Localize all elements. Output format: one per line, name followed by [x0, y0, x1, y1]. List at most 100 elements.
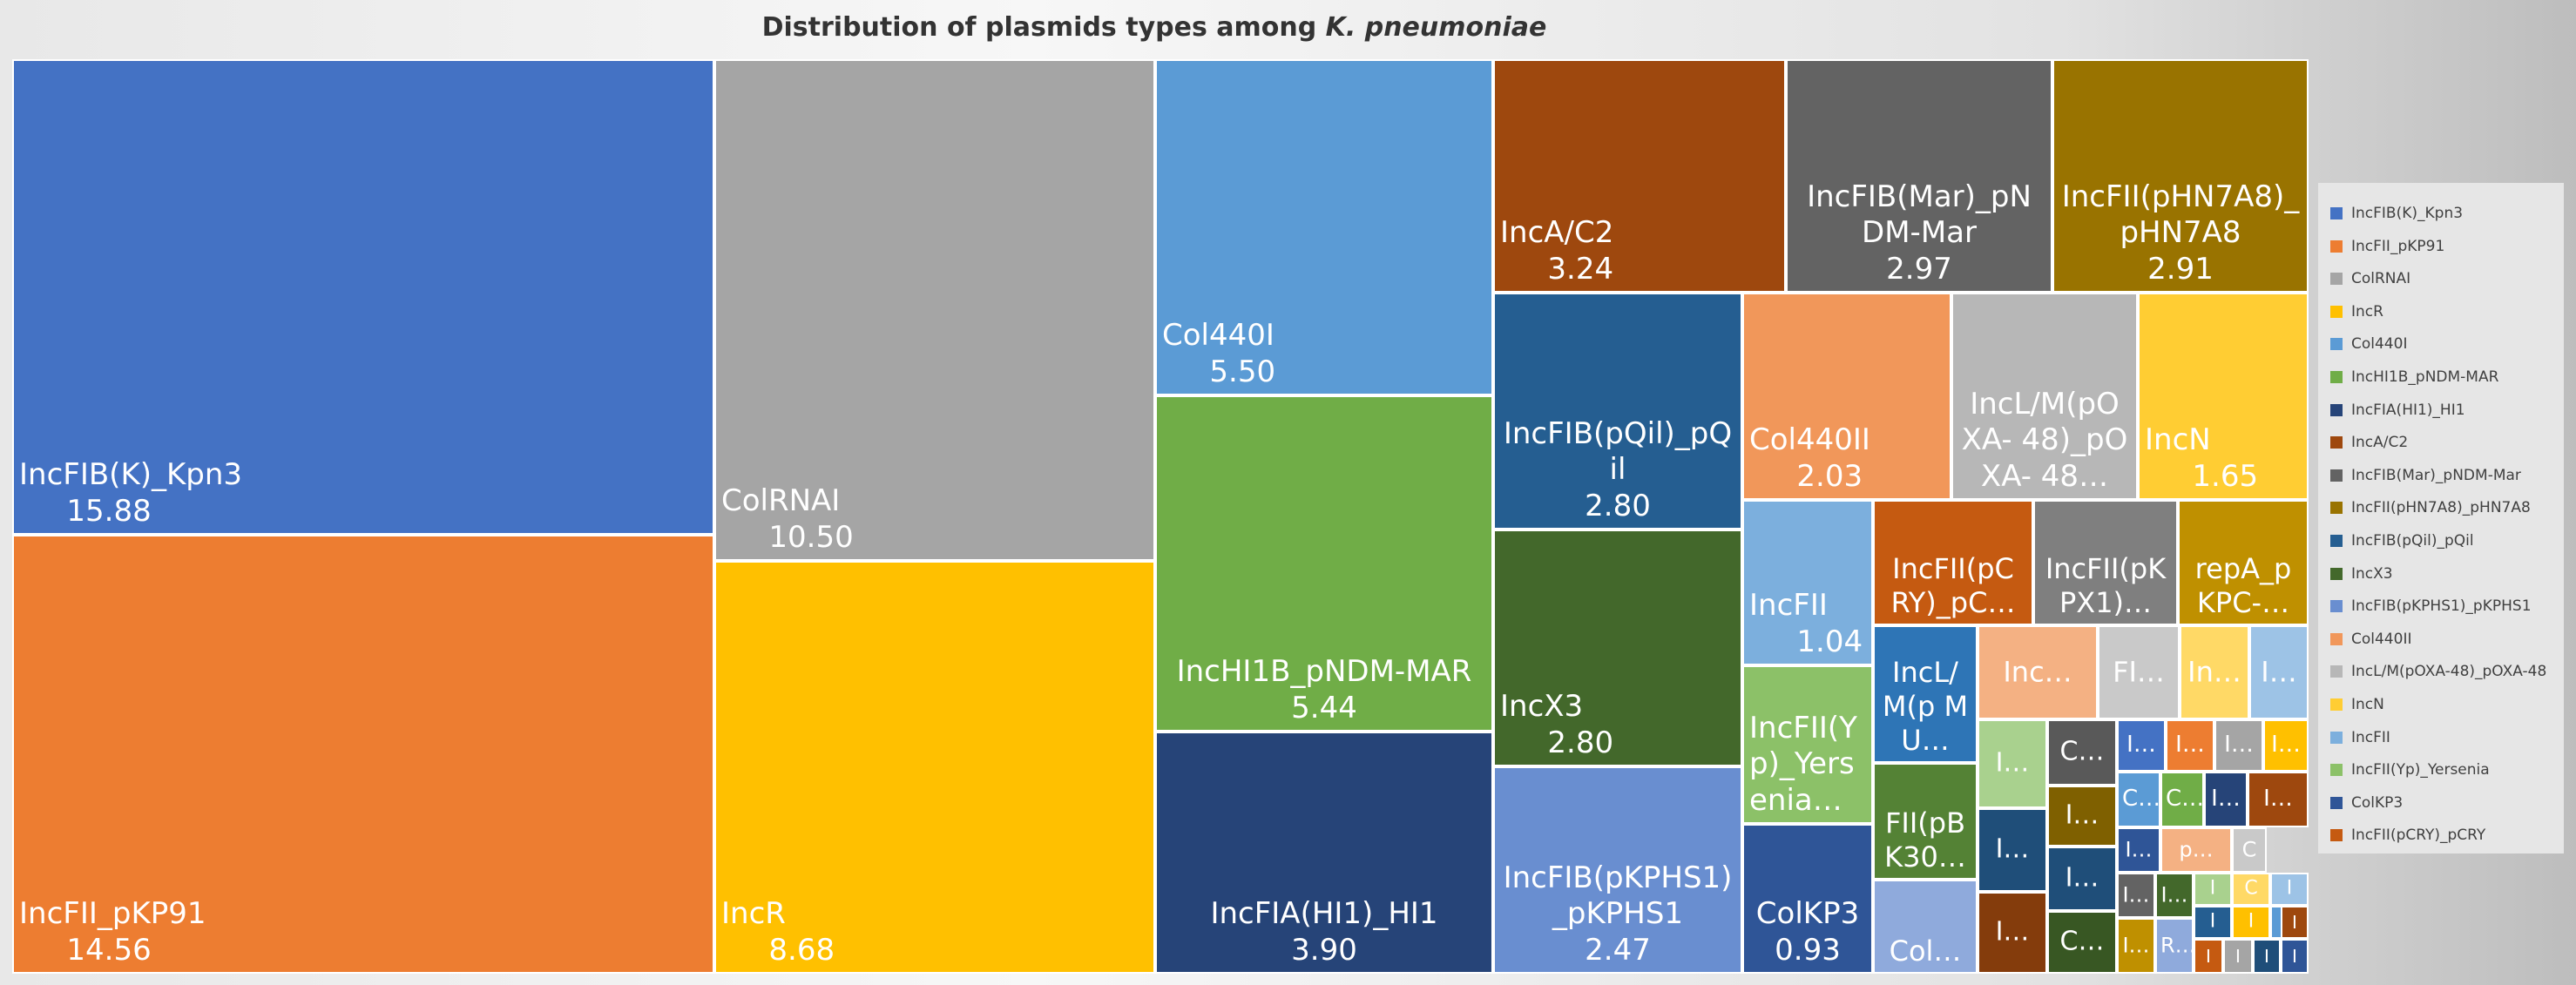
treemap-cell-label: I… — [2052, 800, 2112, 833]
treemap-cell-name: I… — [2126, 732, 2156, 759]
treemap-cell[interactable]: IncFII 1.04 — [1742, 500, 1873, 665]
treemap-cell[interactable]: I — [2223, 939, 2253, 974]
treemap-cell-label: I… — [1983, 917, 2042, 949]
treemap-cell[interactable]: I… — [2214, 719, 2263, 772]
treemap-cell[interactable]: I — [2281, 906, 2309, 939]
legend-entry: IncFIB(Mar)_pNDM-Mar — [2330, 462, 2521, 489]
treemap-cell[interactable]: I… — [2117, 918, 2155, 974]
treemap-cell[interactable]: I… — [2249, 625, 2309, 719]
treemap-cell-name: ColRNAI — [721, 483, 841, 519]
treemap-cell-name: IncFII_pKP91 — [19, 896, 206, 932]
treemap-cell[interactable]: IncHI1B_pNDM-MAR 5.44 — [1155, 395, 1493, 732]
treemap-cell[interactable]: IncX3 2.80 — [1493, 530, 1742, 766]
treemap-cell[interactable]: IncL/M(pO XA- 48)_pOXA- 48… — [1951, 293, 2138, 500]
treemap-cell-label: I… — [2171, 732, 2209, 759]
legend-label: IncL/M(pOXA-48)_pOXA-48 — [2351, 663, 2547, 681]
treemap-cell[interactable]: FI… — [2098, 625, 2180, 719]
treemap-cell[interactable]: C… — [2047, 911, 2117, 974]
legend-label: IncX3 — [2351, 564, 2393, 583]
treemap-cell[interactable]: In… — [2180, 625, 2249, 719]
treemap-cell[interactable]: C… — [2117, 772, 2160, 827]
treemap-cell[interactable]: ColRNAI 10.50 — [714, 59, 1155, 561]
treemap-cell[interactable]: I… — [1978, 719, 2047, 808]
treemap-cell[interactable]: I — [2270, 873, 2309, 906]
treemap-cell-label: IncN 1.65 — [2145, 422, 2303, 495]
treemap-cell[interactable]: Col440II 2.03 — [1742, 293, 1951, 500]
treemap-cell[interactable]: I — [2194, 939, 2223, 974]
treemap-cell[interactable]: repA_p KPC-… — [2178, 500, 2309, 625]
treemap-cell[interactable]: R… — [2155, 918, 2194, 974]
treemap-cell[interactable]: IncFII(pHN7A8)_ pHN7A8 2.91 — [2052, 59, 2309, 293]
treemap-cell[interactable]: I… — [2117, 873, 2155, 918]
treemap-cell-name: C… — [2059, 926, 2105, 957]
treemap-cell[interactable]: IncA/C2 3.24 — [1493, 59, 1786, 293]
treemap-cell[interactable]: I… — [1978, 892, 2047, 974]
treemap-cell[interactable]: I… — [2117, 719, 2166, 772]
treemap-cell[interactable]: FII(pB K30… — [1873, 763, 1978, 880]
treemap-cell-name: I… — [2261, 655, 2297, 689]
treemap-cell[interactable]: C… — [2047, 719, 2117, 786]
treemap-cell-name: IncFII(Y p)_Yers enia… — [1749, 710, 1857, 818]
treemap-cell-name: I… — [1995, 916, 2030, 948]
treemap-cell[interactable]: Inc… — [1978, 625, 2098, 719]
legend-entry: IncX3 — [2330, 561, 2393, 587]
legend-entry: IncFIB(pQil)_pQil — [2330, 528, 2474, 554]
treemap-cell[interactable]: p… — [2160, 827, 2232, 873]
treemap-cell-name: C… — [2166, 786, 2204, 813]
treemap-cell[interactable]: Col440I 5.50 — [1155, 59, 1493, 395]
treemap-cell-label: I — [2286, 946, 2303, 967]
treemap-cell[interactable]: IncFIB(K)_Kpn3 15.88 — [12, 59, 714, 535]
treemap-cell[interactable]: I… — [2155, 873, 2194, 918]
treemap-cell[interactable]: I — [2194, 906, 2232, 939]
treemap-cell-name: IncFII — [1749, 588, 1828, 624]
treemap-cell[interactable]: IncFIB(Mar)_pN DM-Mar 2.97 — [1786, 59, 2052, 293]
treemap-cell[interactable]: I — [2253, 939, 2281, 974]
treemap-cell[interactable]: IncN 1.65 — [2138, 293, 2309, 500]
treemap-cell-name: I — [2286, 877, 2293, 900]
treemap-cell-name: I… — [2271, 732, 2301, 759]
legend-entry: IncFIA(HI1)_HI1 — [2330, 397, 2465, 423]
treemap-cell[interactable]: C — [2232, 873, 2270, 906]
treemap-cell-label: IncL/M(pO XA- 48)_pOXA- 48… — [1957, 387, 2133, 495]
treemap-cell[interactable]: IncFIA(HI1)_HI1 3.90 — [1155, 732, 1493, 974]
legend-swatch — [2330, 600, 2343, 613]
treemap-cell[interactable]: ColKP3 0.93 — [1742, 824, 1873, 974]
treemap-cell[interactable]: I… — [2263, 719, 2309, 772]
treemap-cell[interactable]: C — [2232, 827, 2267, 873]
treemap-cell[interactable]: IncFII(pK PX1)… — [2033, 500, 2178, 625]
treemap-cell[interactable]: I… — [2204, 772, 2248, 827]
treemap-cell-value: 3.90 — [1291, 932, 1357, 968]
treemap-cell[interactable]: Col… — [1873, 880, 1978, 974]
treemap-cell-name: I — [2209, 910, 2216, 933]
treemap-cell[interactable]: I… — [2047, 847, 2117, 911]
legend-entry: ColRNAI — [2330, 266, 2410, 292]
treemap-cell[interactable]: I… — [2248, 772, 2309, 827]
treemap-cell[interactable]: IncFII_pKP91 14.56 — [12, 535, 714, 974]
treemap-cell[interactable]: I — [2194, 873, 2232, 906]
treemap-cell[interactable]: I… — [2117, 827, 2160, 873]
treemap-cell-label: IncHI1B_pNDM-MAR 5.44 — [1160, 654, 1488, 726]
treemap-cell[interactable]: I… — [2166, 719, 2214, 772]
treemap-cell-name: In… — [2187, 655, 2241, 689]
legend-label: IncA/C2 — [2351, 434, 2409, 452]
treemap-cell[interactable]: IncR 8.68 — [714, 561, 1155, 974]
treemap-cell[interactable]: IncL/ M(p MU… — [1873, 625, 1978, 763]
treemap-cell[interactable]: I… — [1978, 808, 2047, 892]
treemap-cell-name: I… — [2065, 862, 2099, 894]
treemap-cell[interactable]: IncFIB(pKPHS1) _pKPHS1 2.47 — [1493, 766, 1742, 974]
chart-legend: IncFIB(K)_Kpn3 IncFII_pKP91 ColRNAI IncR Col… — [2317, 183, 2564, 853]
treemap-cell[interactable]: IncFIB(pQil)_pQ il 2.80 — [1493, 293, 1742, 530]
treemap-cell[interactable]: I… — [2047, 786, 2117, 847]
legend-label: IncFII(pCRY)_pCRY — [2351, 826, 2486, 845]
treemap-cell[interactable]: C… — [2160, 772, 2204, 827]
legend-swatch — [2330, 731, 2343, 744]
treemap-cell[interactable]: IncFII(pC RY)_pC… — [1873, 500, 2033, 625]
treemap-cell-label: IncFIB(K)_Kpn3 15.88 — [19, 457, 709, 530]
treemap-cell-name: C — [2244, 877, 2258, 900]
treemap-cell[interactable]: I — [2232, 906, 2270, 939]
treemap-cell[interactable]: I — [2281, 939, 2309, 974]
treemap-cell[interactable]: IncFII(Y p)_Yers enia… — [1742, 665, 1873, 824]
legend-label: IncFII(Yp)_Yersenia — [2351, 761, 2490, 779]
legend-swatch — [2330, 567, 2343, 580]
treemap-cell-value: 1.04 — [1796, 624, 1863, 659]
